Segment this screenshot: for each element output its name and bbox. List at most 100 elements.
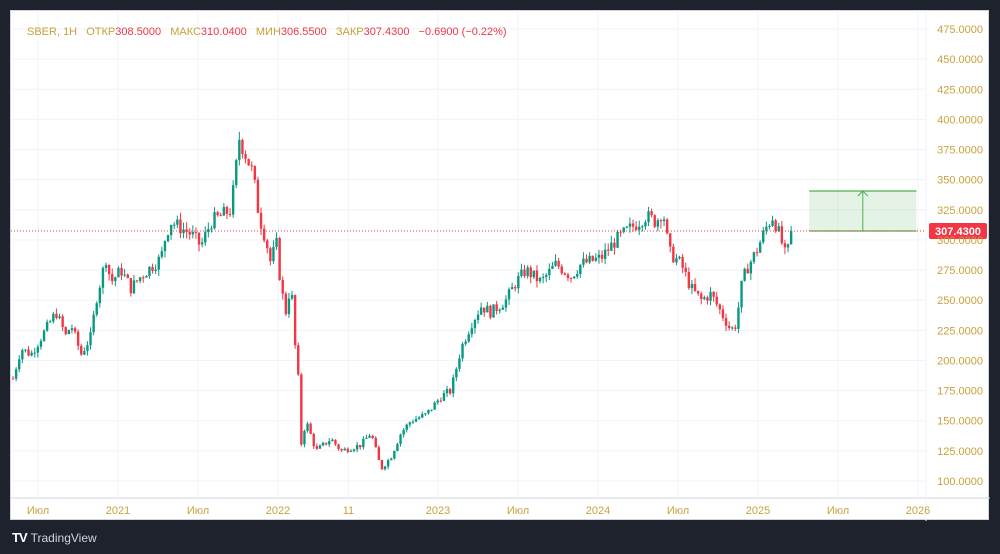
candle bbox=[80, 345, 83, 355]
candle bbox=[669, 233, 672, 247]
candle bbox=[445, 389, 449, 394]
candle bbox=[684, 267, 687, 273]
candle bbox=[151, 266, 154, 271]
candle bbox=[259, 212, 263, 229]
candle bbox=[634, 226, 638, 230]
candle bbox=[386, 460, 390, 467]
candle bbox=[359, 444, 362, 448]
candle bbox=[253, 166, 257, 180]
candle bbox=[278, 238, 281, 280]
candle bbox=[352, 449, 356, 451]
candle bbox=[610, 242, 613, 251]
candle bbox=[86, 345, 89, 352]
time-tick-label: Июл bbox=[187, 505, 209, 517]
candle bbox=[650, 211, 653, 216]
candle bbox=[721, 309, 725, 319]
candle bbox=[473, 320, 477, 329]
candle bbox=[163, 241, 167, 252]
candle bbox=[148, 266, 151, 277]
open-value: 308.5000 bbox=[115, 26, 162, 38]
candle bbox=[138, 277, 142, 281]
candle bbox=[662, 219, 666, 222]
candle bbox=[377, 447, 381, 461]
candle bbox=[551, 265, 554, 269]
candle bbox=[765, 226, 768, 231]
candle bbox=[514, 287, 517, 289]
low-value: 306.5500 bbox=[280, 26, 327, 38]
candle bbox=[194, 231, 198, 233]
candle bbox=[594, 257, 598, 261]
time-tick-label: 2021 bbox=[106, 505, 130, 517]
candle bbox=[424, 413, 427, 415]
candle bbox=[368, 435, 371, 438]
candle bbox=[706, 297, 709, 301]
candle bbox=[752, 252, 756, 262]
candle bbox=[572, 276, 576, 279]
candle bbox=[123, 274, 126, 276]
candle bbox=[132, 280, 136, 294]
candle bbox=[166, 235, 170, 242]
candle bbox=[448, 389, 452, 394]
candle bbox=[768, 226, 771, 228]
candle bbox=[486, 305, 489, 313]
candle bbox=[225, 207, 229, 214]
candle bbox=[653, 215, 656, 227]
candle bbox=[293, 295, 297, 346]
candle bbox=[235, 160, 238, 186]
candle bbox=[328, 441, 331, 445]
candle bbox=[182, 229, 185, 234]
candle bbox=[303, 430, 306, 445]
candle bbox=[576, 273, 579, 277]
candle bbox=[780, 226, 784, 244]
candle bbox=[504, 299, 508, 308]
candle bbox=[740, 280, 743, 308]
candle bbox=[207, 229, 210, 233]
candle bbox=[111, 274, 114, 282]
footer: TV TradingView bbox=[12, 530, 97, 545]
candle bbox=[52, 313, 55, 322]
candle bbox=[560, 266, 563, 274]
candle bbox=[712, 291, 715, 297]
candle bbox=[300, 374, 303, 445]
symbol-legend: SBER, 1H ОТКР308.5000 МАКС310.0400 МИН30… bbox=[27, 26, 507, 38]
candle bbox=[58, 316, 61, 318]
candle bbox=[129, 278, 133, 294]
candle bbox=[737, 307, 740, 329]
candle bbox=[89, 332, 92, 346]
candle bbox=[30, 352, 33, 356]
candle bbox=[216, 212, 219, 216]
candle bbox=[483, 307, 486, 313]
candle bbox=[200, 242, 204, 245]
candle bbox=[647, 211, 650, 223]
candle bbox=[569, 278, 573, 280]
price-axis: 475.0000 450.0000 425.0000 400.0000 375.0000… bbox=[937, 24, 983, 488]
candle bbox=[266, 240, 269, 249]
candle bbox=[101, 267, 105, 288]
time-tick-label: Июл bbox=[27, 505, 49, 517]
candle bbox=[727, 325, 731, 329]
candle bbox=[467, 334, 470, 342]
candle bbox=[393, 450, 396, 459]
candle bbox=[709, 291, 712, 301]
candle bbox=[439, 400, 443, 402]
candle bbox=[11, 378, 15, 380]
price-chart[interactable]: 307.4300 475.0000 450.0000 425.0000 400.000… bbox=[11, 11, 990, 521]
chart-panel[interactable]: 307.4300 475.0000 450.0000 425.0000 400.000… bbox=[10, 10, 990, 521]
candle bbox=[755, 252, 759, 254]
candle bbox=[690, 283, 694, 289]
candle bbox=[585, 258, 588, 263]
candle bbox=[315, 446, 319, 449]
tradingview-logo-icon: TV bbox=[12, 530, 28, 545]
candle bbox=[331, 439, 334, 442]
candle bbox=[405, 424, 408, 430]
candle bbox=[176, 219, 179, 225]
candle bbox=[98, 287, 102, 304]
candle bbox=[644, 222, 647, 227]
candle bbox=[114, 277, 117, 282]
price-tick-label: 325.0000 bbox=[937, 205, 983, 217]
candle bbox=[297, 345, 300, 375]
candle bbox=[538, 277, 542, 282]
candle bbox=[197, 232, 201, 245]
candle bbox=[173, 224, 176, 226]
time-tick-label: 2025 bbox=[746, 505, 770, 517]
